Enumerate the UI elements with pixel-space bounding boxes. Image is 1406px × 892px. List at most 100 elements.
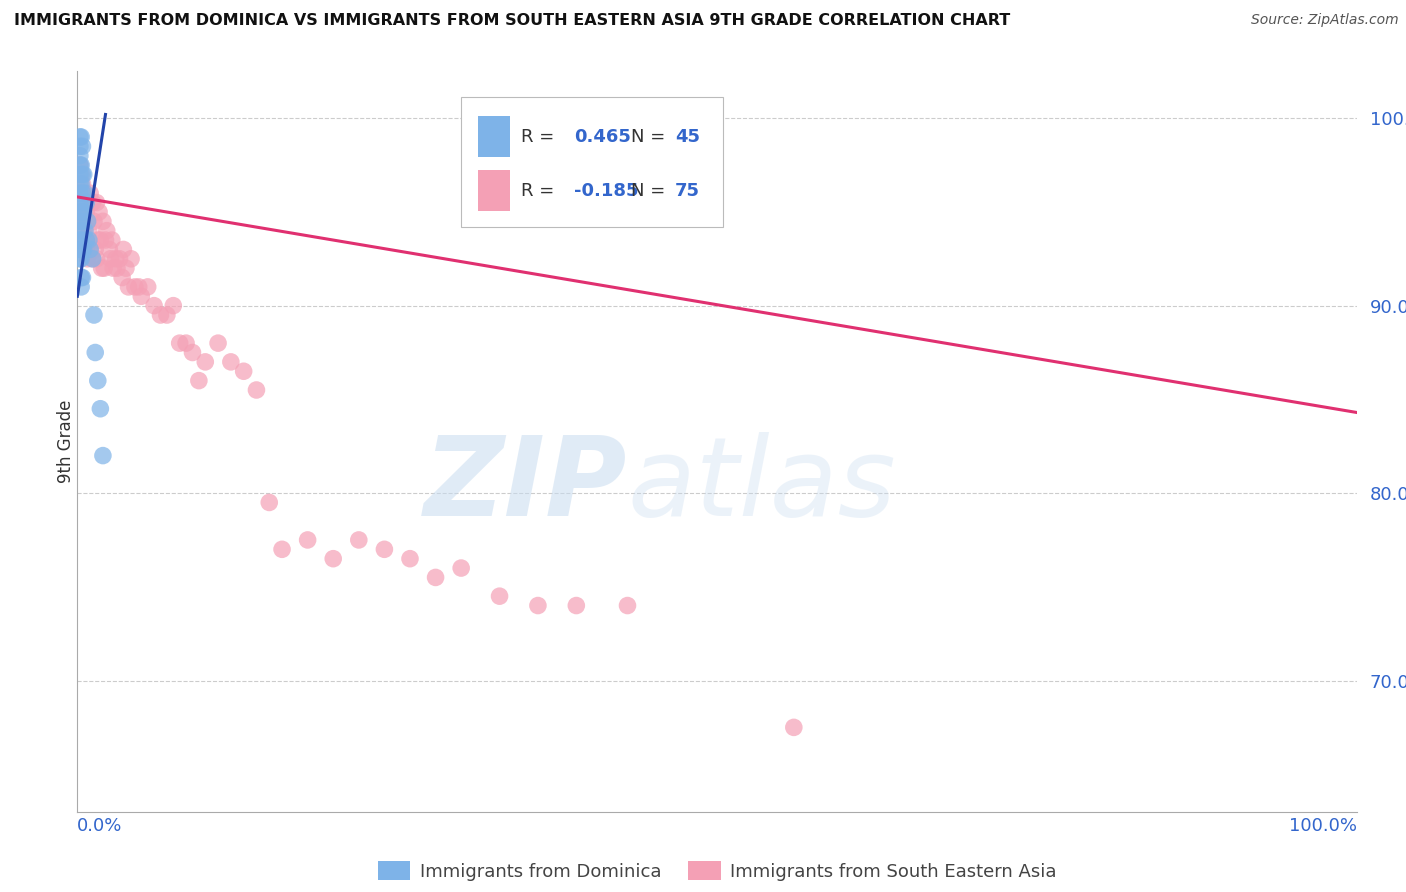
Point: [616, 599, 638, 613]
Point: [72, 139, 94, 153]
Point: [101, 233, 124, 247]
Point: [108, 252, 131, 266]
Point: [181, 345, 204, 359]
Point: [174, 336, 197, 351]
Text: IMMIGRANTS FROM DOMINICA VS IMMIGRANTS FROM SOUTH EASTERN ASIA 9TH GRADE CORRELA: IMMIGRANTS FROM DOMINICA VS IMMIGRANTS F…: [14, 13, 1011, 29]
Point: [69, 205, 91, 219]
FancyBboxPatch shape: [461, 97, 724, 227]
Point: [77, 233, 100, 247]
Point: [207, 336, 229, 351]
Text: R =: R =: [522, 128, 561, 145]
Point: [69, 233, 91, 247]
Point: [69, 130, 91, 145]
Point: [83, 308, 105, 322]
Point: [124, 280, 146, 294]
Point: [69, 243, 91, 257]
Point: [259, 495, 281, 509]
Point: [194, 355, 217, 369]
Point: [79, 243, 101, 257]
Point: [565, 599, 588, 613]
Point: [104, 252, 127, 266]
Point: [169, 336, 191, 351]
Point: [76, 214, 98, 228]
Point: [120, 252, 142, 266]
Point: [70, 195, 93, 210]
Point: [77, 224, 100, 238]
Point: [69, 224, 91, 238]
Point: [70, 177, 93, 191]
Point: [89, 401, 111, 416]
Point: [156, 308, 179, 322]
Point: [70, 205, 93, 219]
Point: [69, 139, 91, 153]
Text: ZIP: ZIP: [425, 433, 627, 540]
Point: [76, 252, 98, 266]
Point: [75, 195, 97, 210]
Point: [129, 289, 153, 303]
Point: [73, 224, 96, 238]
Point: [84, 345, 107, 359]
Point: [75, 233, 97, 247]
Point: [69, 168, 91, 182]
Point: [783, 720, 806, 734]
Point: [69, 158, 91, 172]
Point: [72, 270, 94, 285]
Point: [72, 243, 94, 257]
Point: [94, 233, 117, 247]
Point: [73, 224, 96, 238]
Point: [527, 599, 550, 613]
Point: [143, 299, 166, 313]
Point: [96, 224, 118, 238]
Text: Source: ZipAtlas.com: Source: ZipAtlas.com: [1251, 13, 1399, 28]
Point: [100, 252, 122, 266]
Point: [322, 551, 344, 566]
Point: [73, 243, 96, 257]
Point: [75, 243, 97, 257]
Point: [72, 168, 94, 182]
Point: [73, 205, 96, 219]
Point: [75, 205, 97, 219]
Point: [86, 252, 108, 266]
Point: [115, 261, 138, 276]
Point: [73, 186, 96, 201]
Point: [69, 158, 91, 172]
Point: [91, 214, 114, 228]
Point: [187, 374, 209, 388]
Text: N =: N =: [631, 128, 671, 145]
Point: [105, 261, 128, 276]
Point: [76, 214, 98, 228]
Point: [425, 570, 447, 584]
Text: 75: 75: [675, 182, 700, 200]
Point: [70, 252, 93, 266]
Point: [245, 383, 267, 397]
Point: [219, 355, 242, 369]
Point: [162, 299, 184, 313]
Point: [73, 195, 96, 210]
Text: 0.465: 0.465: [574, 128, 631, 145]
Y-axis label: 9th Grade: 9th Grade: [58, 400, 75, 483]
Point: [72, 186, 94, 201]
Point: [70, 280, 93, 294]
Bar: [478, 116, 510, 156]
Point: [69, 214, 91, 228]
Point: [87, 233, 110, 247]
Point: [111, 270, 134, 285]
Point: [86, 195, 108, 210]
Point: [79, 186, 101, 201]
Point: [136, 280, 159, 294]
Text: 0.0%: 0.0%: [77, 817, 122, 835]
Point: [72, 214, 94, 228]
Point: [117, 280, 139, 294]
Point: [101, 261, 124, 276]
Text: 45: 45: [675, 128, 700, 145]
Point: [70, 130, 93, 145]
Point: [90, 261, 112, 276]
Point: [87, 205, 110, 219]
Point: [69, 252, 91, 266]
Point: [70, 158, 93, 172]
Point: [72, 177, 94, 191]
Point: [450, 561, 472, 575]
Point: [69, 195, 91, 210]
Point: [73, 233, 96, 247]
Point: [70, 168, 93, 182]
